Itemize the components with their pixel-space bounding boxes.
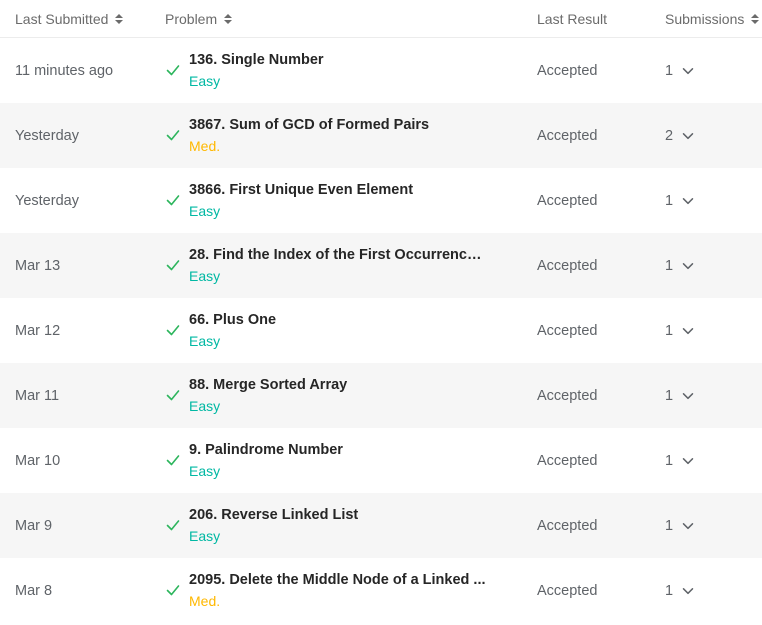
last-result-column-header: Last Result (522, 11, 650, 27)
table-row[interactable]: Mar 13 28. Find the Index of the First O… (0, 233, 762, 298)
problem-title-link[interactable]: 206. Reverse Linked List (189, 507, 359, 523)
last-result-status: Accepted (537, 517, 598, 534)
submission-count: 1 (665, 517, 674, 534)
last-submitted-date: Yesterday (15, 192, 79, 209)
last-submitted-date: Mar 13 (15, 257, 61, 274)
table-body: 11 minutes ago 136. Single Number Easy A… (0, 38, 762, 623)
submissions-label: Submissions (665, 10, 745, 27)
chevron-down-icon[interactable] (681, 324, 695, 338)
last-result-label: Last Result (537, 10, 608, 27)
last-submitted-date: Mar 11 (15, 387, 60, 404)
check-icon (166, 65, 180, 76)
problem-title-link[interactable]: 9. Palindrome Number (189, 442, 343, 458)
last-submitted-date: Mar 9 (15, 517, 53, 534)
last-result-status: Accepted (537, 387, 598, 404)
table-row[interactable]: Mar 12 66. Plus One Easy Accepted 1 (0, 298, 762, 363)
chevron-down-icon[interactable] (681, 454, 695, 468)
problem-title-link[interactable]: 136. Single Number (189, 52, 324, 68)
table-header: Last Submitted Problem Last Result Submi… (0, 0, 762, 38)
last-result-status: Accepted (537, 322, 598, 339)
check-icon (166, 390, 180, 401)
last-result-status: Accepted (537, 257, 598, 274)
submission-count: 1 (665, 452, 674, 469)
check-icon (166, 455, 180, 466)
table-row[interactable]: Yesterday 3867. Sum of GCD of Formed Pai… (0, 103, 762, 168)
last-result-status: Accepted (537, 62, 598, 79)
submission-count: 2 (665, 127, 674, 144)
table-row[interactable]: Mar 10 9. Palindrome Number Easy Accepte… (0, 428, 762, 493)
submission-count: 1 (665, 387, 674, 404)
submission-count: 1 (665, 322, 674, 339)
difficulty-label: Easy (189, 463, 221, 479)
check-icon (166, 520, 180, 531)
chevron-down-icon[interactable] (681, 64, 695, 78)
check-icon (166, 585, 180, 596)
last-submitted-date: Yesterday (15, 127, 79, 144)
table-row[interactable]: Mar 11 88. Merge Sorted Array Easy Accep… (0, 363, 762, 428)
table-row[interactable]: Yesterday 3866. First Unique Even Elemen… (0, 168, 762, 233)
difficulty-label: Easy (189, 203, 221, 219)
problem-title-link[interactable]: 3866. First Unique Even Element (189, 182, 414, 198)
table-row[interactable]: 11 minutes ago 136. Single Number Easy A… (0, 38, 762, 103)
last-submitted-date: Mar 10 (15, 452, 61, 469)
table-row[interactable]: Mar 9 206. Reverse Linked List Easy Acce… (0, 493, 762, 558)
submission-count: 1 (665, 582, 674, 599)
check-icon (166, 260, 180, 271)
check-icon (166, 325, 180, 336)
submission-count: 1 (665, 192, 674, 209)
last-result-status: Accepted (537, 582, 598, 599)
sort-icon[interactable] (114, 13, 124, 25)
difficulty-label: Easy (189, 333, 221, 349)
last-result-status: Accepted (537, 127, 598, 144)
difficulty-label: Med. (189, 138, 221, 154)
difficulty-label: Easy (189, 268, 221, 284)
chevron-down-icon[interactable] (681, 194, 695, 208)
check-icon (166, 130, 180, 141)
sort-icon[interactable] (750, 13, 760, 25)
submission-count: 1 (665, 257, 674, 274)
chevron-down-icon[interactable] (681, 519, 695, 533)
problem-title-link[interactable]: 2095. Delete the Middle Node of a Linked… (189, 572, 486, 588)
chevron-down-icon[interactable] (681, 389, 695, 403)
chevron-down-icon[interactable] (681, 259, 695, 273)
problem-title-link[interactable]: 3867. Sum of GCD of Formed Pairs (189, 117, 430, 133)
submissions-column-header[interactable]: Submissions (650, 11, 762, 27)
difficulty-label: Easy (189, 73, 221, 89)
last-submitted-date: Mar 8 (15, 582, 53, 599)
last-submitted-column-header[interactable]: Last Submitted (0, 11, 150, 27)
submission-count: 1 (665, 62, 674, 79)
last-result-status: Accepted (537, 192, 598, 209)
problem-title-link[interactable]: 66. Plus One (189, 312, 277, 328)
chevron-down-icon[interactable] (681, 584, 695, 598)
check-icon (166, 195, 180, 206)
last-submitted-date: 11 minutes ago (15, 62, 114, 79)
last-submitted-label: Last Submitted (15, 10, 109, 27)
problem-title-link[interactable]: 28. Find the Index of the First Occurren… (189, 247, 489, 263)
difficulty-label: Easy (189, 398, 221, 414)
problem-title-link[interactable]: 88. Merge Sorted Array (189, 377, 348, 393)
last-result-status: Accepted (537, 452, 598, 469)
difficulty-label: Med. (189, 593, 221, 609)
last-submitted-date: Mar 12 (15, 322, 61, 339)
problem-label: Problem (165, 10, 218, 27)
problem-column-header[interactable]: Problem (150, 11, 522, 27)
sort-icon[interactable] (223, 13, 233, 25)
chevron-down-icon[interactable] (681, 129, 695, 143)
difficulty-label: Easy (189, 528, 221, 544)
table-row[interactable]: Mar 8 2095. Delete the Middle Node of a … (0, 558, 762, 623)
